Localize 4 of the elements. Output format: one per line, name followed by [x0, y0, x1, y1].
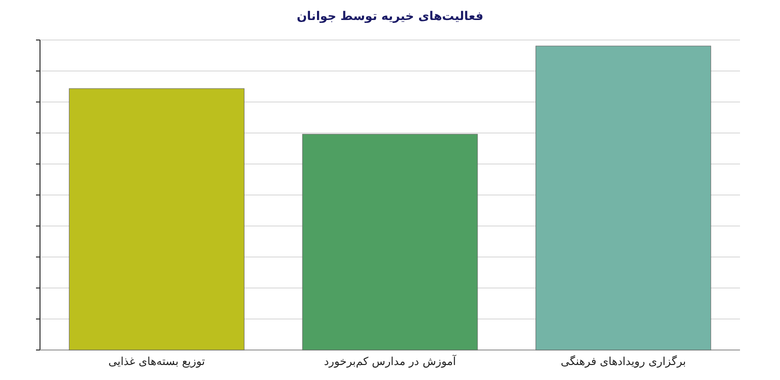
chart-title: فعالیت‌های خیریه توسط جوانان — [296, 9, 484, 23]
x-tick-label: توزیع بسته‌های غذایی — [108, 355, 205, 368]
x-tick-label: برگزاری رویدادهای فرهنگی — [560, 355, 686, 368]
x-tick-label: آموزش در مدارس کم‌برخورد — [324, 354, 457, 368]
